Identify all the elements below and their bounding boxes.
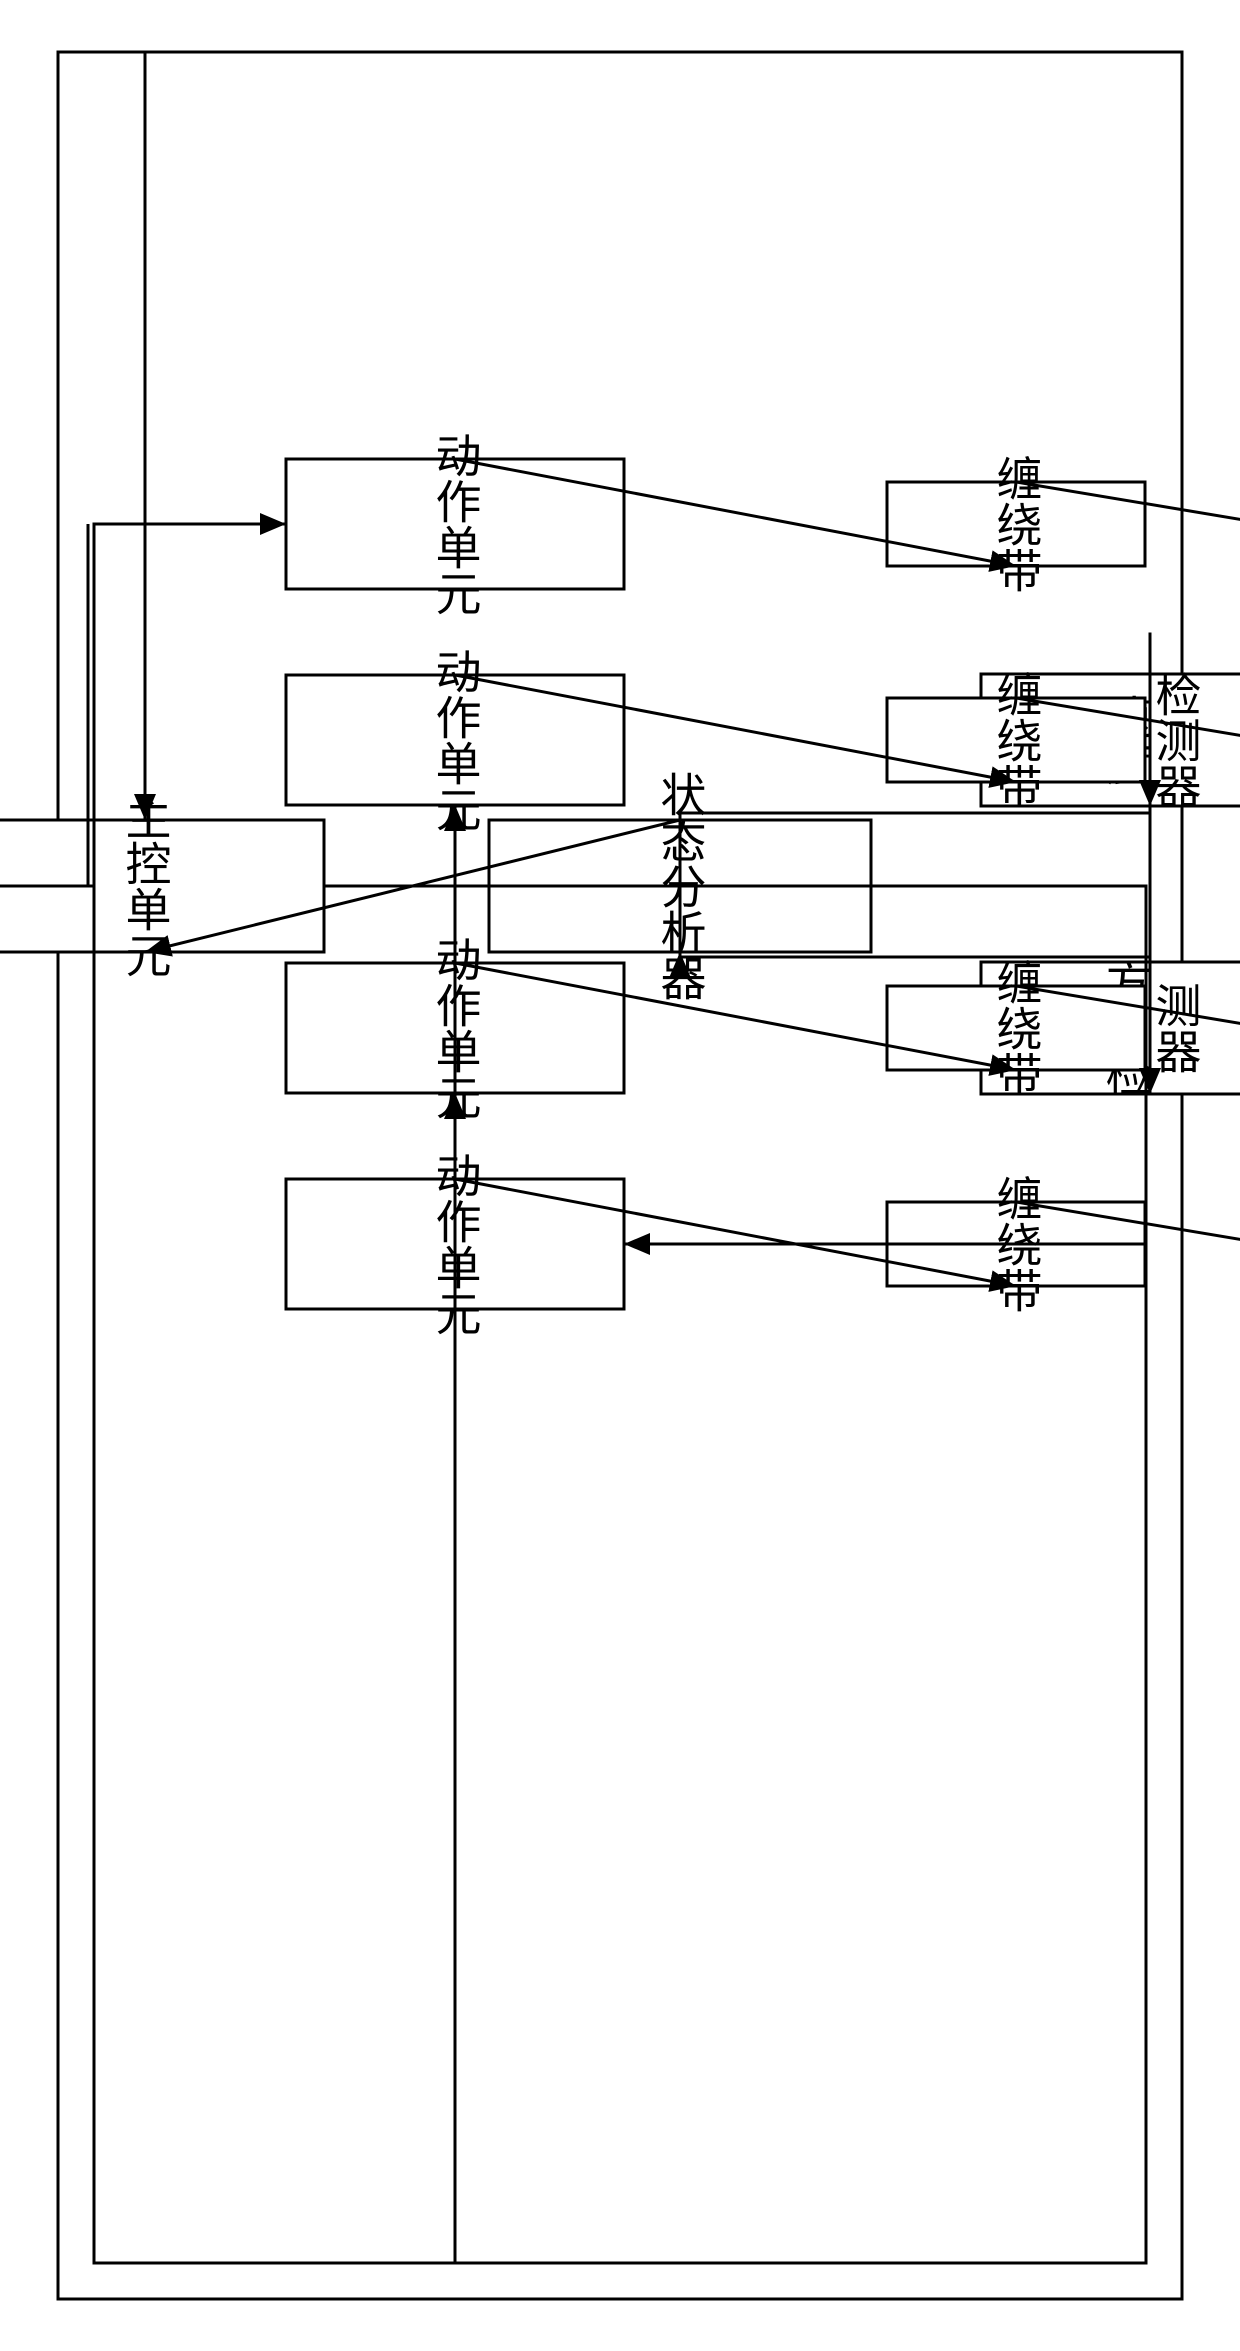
- band3-label: 缠绕带: [991, 959, 1042, 1097]
- dir_det-label-1: 测器: [1150, 982, 1201, 1074]
- band1-label: 缠绕带: [991, 455, 1042, 593]
- speed_det-label-1: 检测器: [1150, 671, 1201, 809]
- main_ctrl-label: 主控单元: [120, 794, 171, 978]
- band2-label: 缠绕带: [991, 671, 1042, 809]
- band1: 缠绕带: [887, 455, 1145, 593]
